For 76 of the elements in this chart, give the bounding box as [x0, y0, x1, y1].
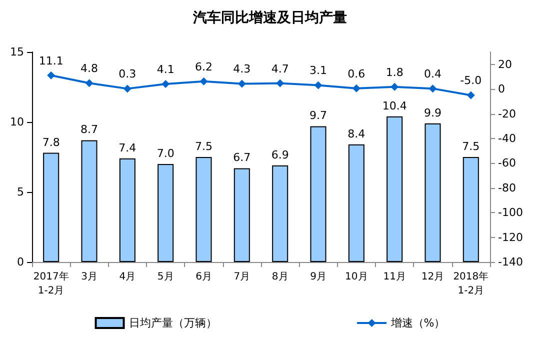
- point: [162, 80, 170, 88]
- legend-label: 日均产量（万辆）: [128, 316, 217, 330]
- data-label: 6.9: [271, 148, 289, 162]
- point: [47, 71, 56, 80]
- data-label: 7.8: [42, 136, 60, 149]
- x-tick-label: 12月: [421, 272, 444, 282]
- y-tick-label: 5: [17, 186, 24, 198]
- data-label: 0.4: [424, 68, 442, 81]
- bar: [158, 164, 174, 262]
- data-label: 9.7: [310, 109, 327, 122]
- y2-tick-label: -20: [498, 107, 516, 120]
- bar: [272, 165, 288, 262]
- y2-tick-label: -100: [498, 206, 523, 220]
- y-tick-label: 15: [10, 46, 24, 58]
- data-label: 3.1: [310, 64, 327, 78]
- point: [276, 79, 284, 88]
- bar: [462, 157, 479, 262]
- point: [200, 77, 208, 86]
- bar: [386, 116, 403, 262]
- bar: [348, 144, 364, 262]
- x-tick-label: 7月: [234, 272, 250, 282]
- x-tick-label: 2017年 1-2月: [33, 270, 69, 296]
- bar: [424, 123, 441, 262]
- point: [428, 84, 437, 93]
- point: [85, 79, 94, 88]
- data-label: 7.5: [462, 140, 480, 153]
- y2-tick-label: 20: [498, 58, 512, 71]
- point: [238, 80, 246, 88]
- data-label: 8.4: [348, 127, 366, 140]
- legend-label: 增速（%）: [390, 316, 446, 330]
- data-label: -5.0: [460, 74, 482, 88]
- x-tick-label: 9月: [310, 272, 326, 282]
- y2-tick-label: 0: [498, 82, 505, 96]
- bar: [310, 126, 326, 262]
- x-tick-label: 5月: [157, 272, 174, 282]
- data-label: 9.9: [424, 106, 442, 120]
- y2-tick-label: -80: [498, 181, 516, 194]
- data-label: 10.4: [382, 99, 407, 112]
- data-label: 0.3: [118, 68, 136, 81]
- y2-tick-label: -140: [498, 256, 523, 268]
- data-label: 6.7: [233, 151, 251, 164]
- point: [466, 91, 475, 100]
- x-tick-label: 11月: [383, 272, 406, 282]
- point: [390, 82, 399, 91]
- point: [352, 84, 360, 92]
- data-label: 4.8: [80, 62, 98, 76]
- x-tick-label: 6月: [196, 272, 212, 282]
- data-label: 11.1: [38, 54, 64, 68]
- y2-tick-label: -120: [498, 230, 523, 244]
- data-label: 1.8: [386, 66, 404, 79]
- y-tick-label: 0: [17, 256, 24, 268]
- x-tick-label: 4月: [119, 272, 136, 282]
- x-tick-label: 3月: [81, 272, 98, 282]
- point: [123, 84, 132, 93]
- point: [314, 81, 322, 90]
- y2-tick-label: -40: [498, 132, 516, 145]
- data-label: 6.2: [195, 60, 212, 74]
- bar: [43, 152, 60, 262]
- data-label: 4.1: [156, 62, 174, 76]
- y2-tick-label: -60: [498, 156, 516, 170]
- x-tick-label: 8月: [272, 272, 288, 282]
- data-label: 7.4: [118, 141, 136, 154]
- data-label: 4.7: [271, 62, 289, 76]
- bar: [234, 168, 250, 262]
- data-label: 4.3: [233, 62, 251, 76]
- bar: [196, 157, 212, 262]
- x-tick-label: 10月: [345, 272, 368, 282]
- data-label: 8.7: [80, 123, 98, 136]
- chart-title: 汽车同比增速及日均产量: [192, 9, 347, 26]
- bar: [81, 140, 98, 262]
- data-label: 7.5: [195, 140, 212, 153]
- data-label: 0.6: [348, 67, 366, 80]
- bar: [119, 158, 136, 262]
- x-tick-label: 2018年 1-2月: [453, 270, 489, 296]
- data-label: 7.0: [156, 147, 174, 160]
- y-tick-label: 10: [10, 116, 24, 128]
